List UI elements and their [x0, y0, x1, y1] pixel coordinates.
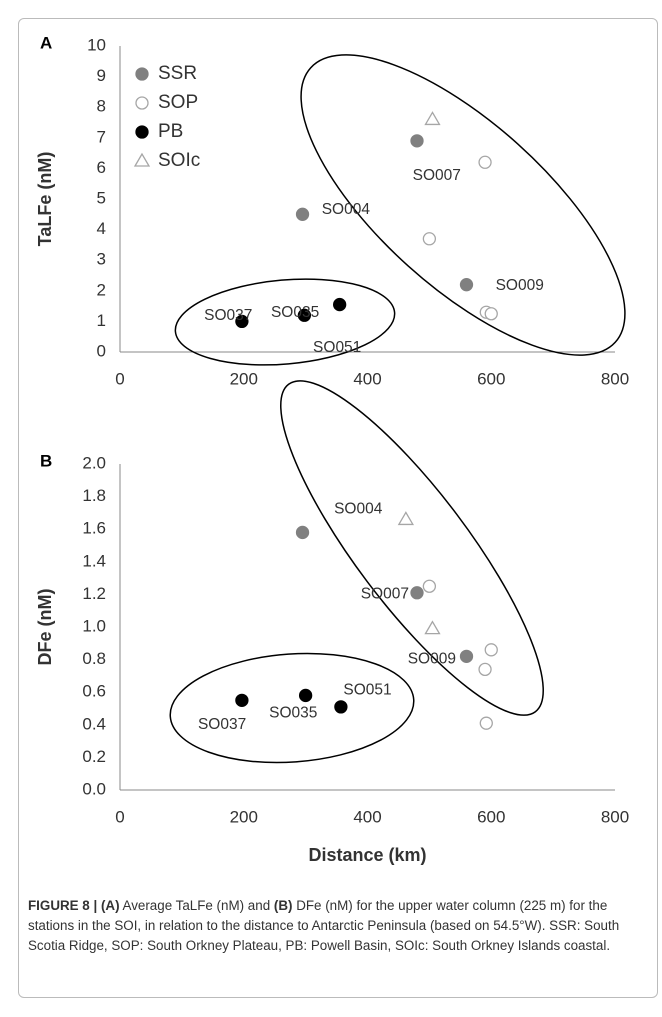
y-tick-label: 0.4 [82, 714, 106, 733]
legend-label: SSR [158, 63, 197, 84]
x-tick-label: 200 [230, 369, 258, 388]
y-tick-label: 0.6 [82, 682, 106, 701]
y-tick-label: 2.0 [82, 453, 106, 472]
legend-marker [135, 125, 149, 139]
figure: A 0 1 2 3 4 5 6 7 8 9 10 0 200 400 600 800 TaLFe (nM) SSR S… [35, 33, 629, 865]
point [295, 207, 310, 221]
station-label: SO035 [269, 704, 317, 721]
y-tick-label: 8 [97, 97, 106, 116]
caption-run: Average TaLFe (nM) and [119, 898, 274, 913]
x-tick-label: 400 [353, 369, 381, 388]
point [334, 700, 348, 714]
y-tick-label: 1.8 [82, 486, 106, 505]
point [479, 716, 493, 730]
y-tick-label: 1.0 [82, 616, 106, 635]
station-label: SO007 [361, 585, 409, 602]
y-tick-label: 0 [97, 341, 106, 360]
caption-run: FIGURE 8 | (A) [28, 898, 120, 913]
point [295, 525, 310, 540]
y-axis-label: TaLFe (nM) [35, 152, 55, 247]
point [333, 297, 347, 312]
point [410, 134, 424, 148]
group-ellipse [174, 278, 396, 366]
point [422, 579, 437, 593]
y-tick-label: 6 [97, 158, 106, 177]
y-axis-label: DFe (nM) [35, 589, 55, 666]
y-tick-label: 10 [87, 35, 106, 54]
group-ellipse [280, 380, 544, 716]
point [424, 111, 441, 126]
caption-run: (B) [273, 898, 293, 913]
legend-label: SOIc [158, 150, 200, 171]
station-label: SO035 [271, 304, 319, 321]
legend-marker [135, 96, 149, 110]
station-label: SO004 [322, 201, 371, 218]
point [424, 620, 441, 635]
y-tick-label: 2 [97, 280, 106, 299]
y-tick-label: 1 [97, 311, 106, 330]
caption: FIGURE 8 | (A) Average TaLFe (nM) and (B… [28, 896, 640, 956]
y-tick-label: 9 [97, 66, 106, 85]
point [235, 693, 249, 707]
group-ellipse [300, 54, 626, 356]
point [484, 643, 498, 657]
x-tick-label: 400 [353, 807, 381, 826]
point [298, 688, 313, 703]
legend-marker [135, 67, 149, 81]
panel-label: A [40, 33, 52, 52]
station-label: SO009 [496, 277, 544, 294]
station-label: SO051 [313, 339, 361, 356]
station-label: SO051 [343, 682, 391, 699]
station-label: SO004 [334, 501, 383, 518]
y-tick-label: 1.2 [82, 584, 106, 603]
y-tick-label: 0.2 [82, 747, 106, 766]
point [478, 155, 492, 169]
panel-label: B [40, 451, 52, 470]
y-tick-label: 7 [97, 127, 106, 146]
point [484, 307, 498, 321]
point [459, 278, 474, 292]
caption-run: DFe (nM) for the upper water column (225… [28, 898, 620, 953]
y-tick-label: 0.8 [82, 649, 106, 668]
point [235, 314, 249, 329]
x-tick-label: 0 [115, 807, 124, 826]
station-label: SO037 [198, 716, 246, 733]
group-ellipse [169, 652, 415, 764]
legend-marker [133, 152, 151, 167]
station-label: SO007 [413, 167, 461, 184]
x-tick-label: 200 [230, 807, 258, 826]
x-tick-label: 600 [477, 369, 505, 388]
point [397, 511, 414, 526]
point [422, 232, 437, 246]
y-tick-label: 1.4 [82, 551, 106, 570]
y-tick-label: 3 [97, 250, 106, 269]
y-tick-label: 1.6 [82, 519, 106, 538]
x-tick-label: 800 [601, 807, 629, 826]
point [410, 586, 424, 600]
station-label: SO009 [408, 651, 456, 668]
y-tick-label: 5 [97, 188, 106, 207]
station-label: SO037 [204, 307, 252, 324]
point [297, 308, 312, 322]
y-tick-label: 0.0 [82, 779, 106, 798]
legend-label: PB [158, 121, 183, 142]
legend-label: SOP [158, 92, 198, 113]
x-axis-label: Distance (km) [308, 845, 426, 865]
x-tick-label: 0 [115, 369, 124, 388]
figure-frame [18, 18, 658, 998]
x-tick-label: 600 [477, 807, 505, 826]
y-tick-label: 4 [97, 219, 106, 238]
x-tick-label: 800 [601, 369, 629, 388]
point [478, 662, 492, 677]
point [459, 649, 474, 663]
